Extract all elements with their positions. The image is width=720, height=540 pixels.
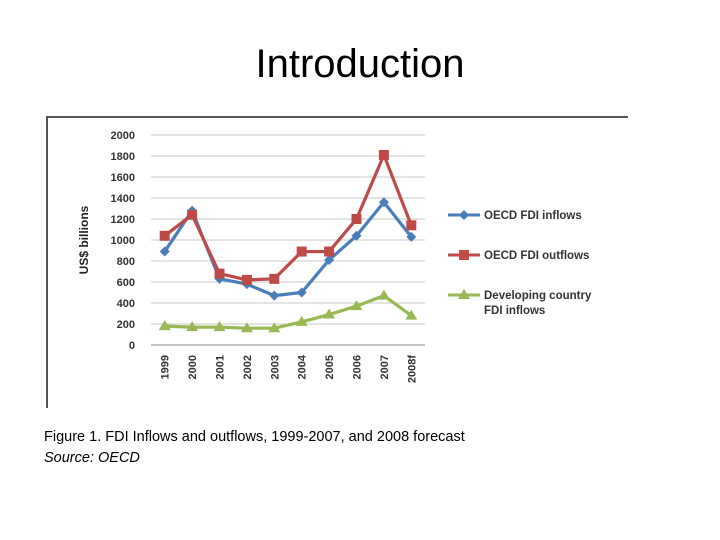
legend-swatch-marker [458, 289, 470, 299]
series-line [163, 153, 413, 282]
data-point [268, 322, 281, 333]
x-tick-label: 2004 [297, 354, 309, 379]
data-point [296, 287, 307, 298]
y-tick-label: 1200 [111, 214, 135, 226]
data-point [158, 320, 171, 331]
legend-entry: Developing country FDI inflows [448, 289, 592, 317]
y-tick-label: 1400 [111, 193, 135, 205]
legend-swatch-marker [459, 250, 469, 260]
data-point [187, 209, 198, 220]
legend-label: Developing country FDI inflows [484, 290, 592, 317]
x-tick-label: 2000 [187, 355, 199, 379]
legend-swatch-marker [459, 210, 469, 220]
x-tick-label: 2007 [379, 355, 391, 379]
data-point [269, 273, 280, 284]
x-tick-label: 2005 [324, 355, 336, 379]
grid-lines [151, 134, 425, 346]
data-point [159, 246, 170, 257]
data-point [350, 300, 363, 311]
data-point [377, 289, 390, 300]
data-point [324, 254, 335, 265]
series-line [164, 294, 413, 330]
legend-entry: OECD FDI inflows [448, 210, 582, 222]
x-tick-label: 1999 [160, 355, 172, 379]
data-point [378, 197, 389, 208]
series-0 [159, 197, 417, 301]
data-point [186, 321, 199, 332]
data-point [159, 230, 170, 241]
data-point [405, 309, 418, 320]
series-1 [159, 149, 417, 285]
legend-label: OECD FDI outflows [484, 250, 589, 262]
y-tick-label: 400 [117, 298, 135, 310]
data-point [323, 308, 336, 319]
data-point [295, 315, 308, 326]
legend-label: OECD FDI inflows [484, 210, 582, 222]
x-tick-labels: 1999 2000 2001 2002 2003 2004 2005 2006 2007 2008… [160, 354, 419, 383]
x-tick-label: 2003 [269, 355, 281, 379]
data-point [240, 322, 253, 333]
y-tick-labels: 0 200 400 600 800 1000 1200 1400 1600 1800 2000 [111, 130, 135, 352]
y-tick-label: 1600 [111, 172, 135, 184]
x-tick-label: 2001 [215, 355, 227, 379]
caption-text: Figure 1. FDI Inflows and outflows, 1999… [44, 429, 465, 445]
data-point [213, 321, 226, 332]
data-point [351, 214, 362, 224]
y-tick-label: 1000 [111, 235, 135, 247]
y-tick-label: 600 [117, 277, 135, 289]
data-point [269, 290, 280, 301]
data-point [351, 230, 362, 241]
chart-frame: 0 200 400 600 800 1000 1200 1400 1600 1800 2000 19… [46, 116, 628, 408]
x-tick-label: 2006 [352, 355, 364, 379]
series-layer [158, 149, 418, 333]
data-point [324, 246, 335, 257]
data-point [296, 246, 307, 257]
data-point [406, 231, 417, 242]
x-tick-label: 2008f [406, 355, 418, 383]
series-2 [158, 289, 418, 333]
legend: OECD FDI inflows OECD FDI outflows Develop… [448, 210, 592, 317]
figure-caption: Figure 1. FDI Inflows and outflows, 1999… [44, 427, 465, 469]
slide-title: Introduction [255, 42, 465, 86]
y-tick-label: 0 [129, 340, 135, 352]
legend-entry: OECD FDI outflows [448, 250, 589, 262]
y-tick-label: 200 [117, 319, 135, 331]
y-tick-label: 800 [117, 256, 135, 268]
y-tick-label: 1800 [111, 151, 135, 163]
y-axis-label: US$ billions [77, 205, 91, 274]
x-tick-label: 2002 [242, 355, 254, 379]
y-tick-label: 2000 [111, 130, 135, 142]
data-point [378, 149, 389, 160]
data-point [241, 274, 252, 285]
fdi-line-chart: 0 200 400 600 800 1000 1200 1400 1600 1800 2000 19… [77, 130, 592, 383]
data-point [214, 268, 225, 279]
data-point [406, 220, 417, 231]
caption-source: Source: OECD [44, 450, 140, 466]
